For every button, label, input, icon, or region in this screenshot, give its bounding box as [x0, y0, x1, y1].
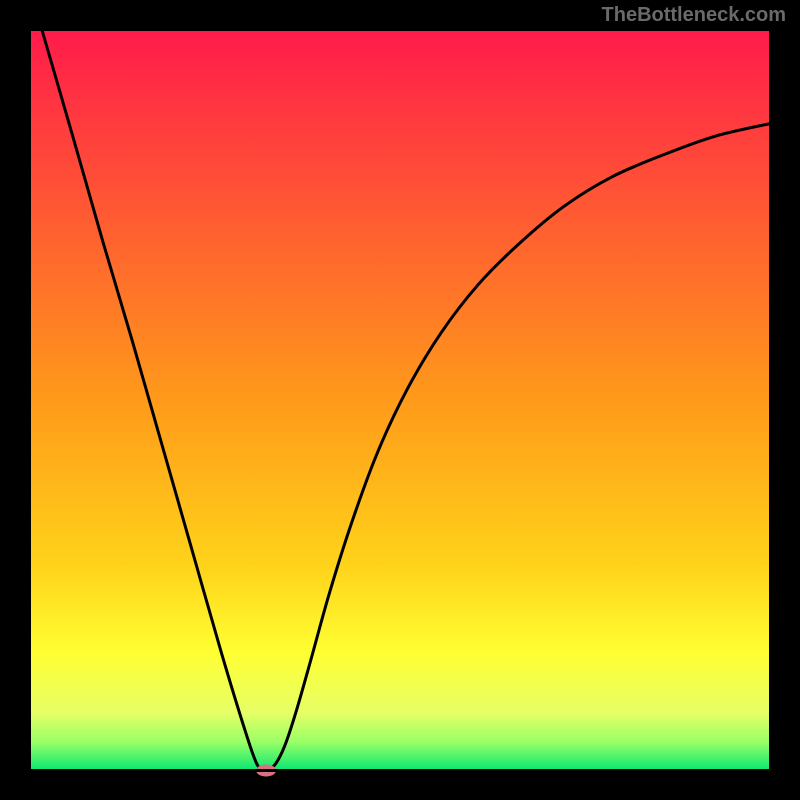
plot-area: [28, 28, 772, 772]
attribution-text: TheBottleneck.com: [602, 4, 786, 27]
chart-container: TheBottleneck.com: [0, 0, 800, 800]
